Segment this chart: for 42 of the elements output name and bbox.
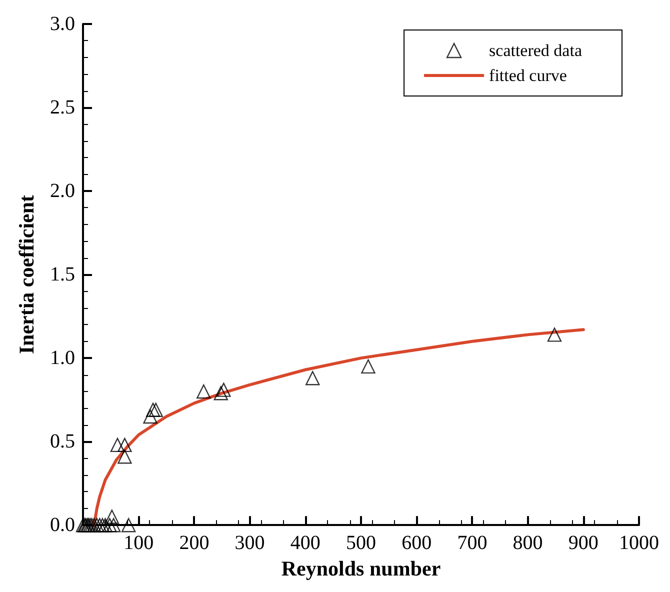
y-tick-label: 2.5	[50, 96, 75, 119]
point	[110, 438, 125, 452]
legend-label: scattered data	[489, 41, 582, 60]
point	[118, 450, 132, 464]
point	[90, 518, 104, 532]
point	[98, 518, 112, 532]
legend-label: fitted curve	[489, 66, 567, 85]
x-tick-label: 900	[568, 532, 598, 554]
point	[118, 438, 132, 452]
y-tick-label: 1.5	[50, 264, 75, 286]
point	[196, 384, 211, 399]
x-tick-label: 1000	[619, 532, 659, 554]
x-tick-label: 200	[179, 532, 210, 554]
point	[102, 518, 117, 532]
point	[547, 328, 562, 342]
point	[106, 518, 121, 532]
point	[95, 518, 110, 532]
point	[148, 402, 163, 417]
y-tick-label: 2.0	[50, 180, 75, 202]
y-axis-title: Inertia coefficient	[14, 194, 38, 354]
point	[214, 386, 228, 400]
x-tick-label: 700	[457, 532, 488, 554]
x-tick-label: 800	[512, 532, 543, 554]
y-tick-label: 1.0	[50, 347, 75, 370]
point	[143, 409, 158, 424]
x-tick-label: 600	[402, 532, 432, 554]
x-tick-label: 100	[124, 532, 154, 554]
point	[146, 402, 160, 417]
point	[216, 382, 231, 397]
point	[361, 359, 376, 374]
y-tick-label: 3.0	[50, 13, 75, 35]
y-tick-label: 0.0	[50, 514, 75, 536]
point	[121, 518, 136, 532]
x-axis-title: Reynolds number	[281, 556, 441, 580]
point	[306, 371, 320, 386]
point	[104, 510, 120, 524]
x-tick-label: 300	[234, 532, 265, 554]
x-tick-label: 400	[290, 532, 320, 554]
point	[87, 518, 102, 532]
y-tick-label: 0.5	[50, 430, 75, 453]
point	[92, 518, 107, 532]
x-tick-label: 500	[346, 532, 376, 554]
